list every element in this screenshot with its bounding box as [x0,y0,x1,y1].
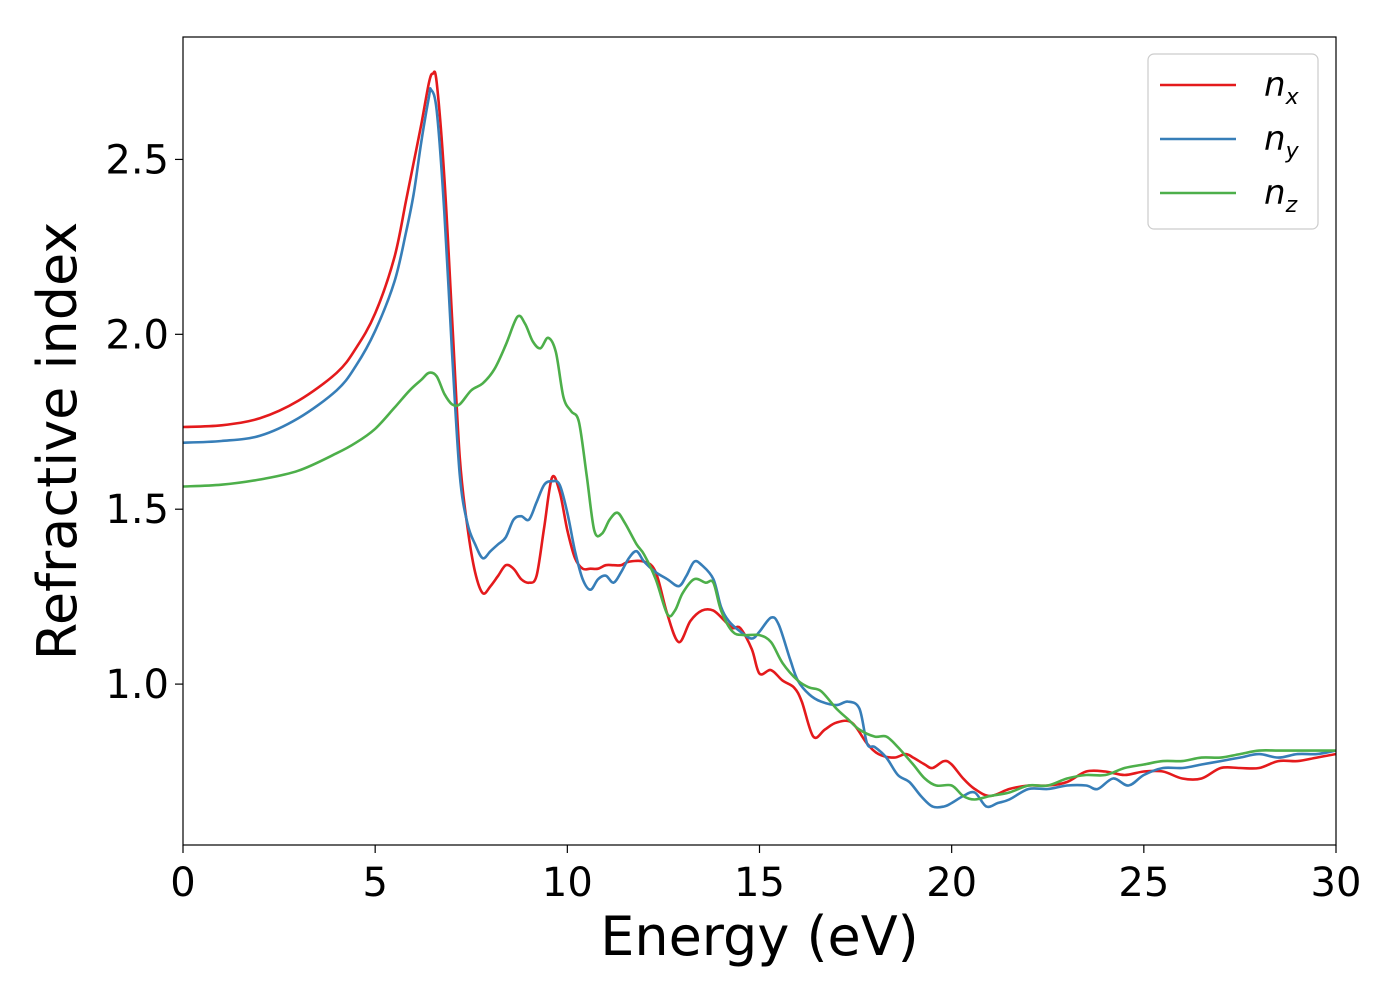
y-tick-label: 2.5 [105,137,169,183]
y-axis-label: Refractive index [26,222,89,661]
legend: nx ny nz [1147,53,1319,230]
x-axis-label: Energy (eV) [600,905,919,968]
x-tick-label: 5 [362,860,387,906]
legend-label: ny [1264,119,1300,164]
y-tick-label: 1.0 [105,662,169,708]
x-tick-label: 0 [170,860,195,906]
legend-label: nz [1264,173,1298,218]
y-axis: 1.0 1.5 2.0 2.5 [105,137,183,708]
x-tick-label: 20 [926,860,977,906]
y-tick-label: 1.5 [105,487,169,533]
series-line-n-z [183,314,1336,801]
x-tick-label: 10 [542,860,593,906]
series-line-n-y [183,87,1336,809]
x-tick-label: 30 [1311,860,1362,906]
legend-box [1147,53,1319,230]
series-layer [183,70,1336,809]
x-tick-label: 25 [1118,860,1169,906]
y-tick-label: 2.0 [105,312,169,358]
x-tick-label: 15 [734,860,785,906]
legend-label: nx [1264,65,1300,110]
x-axis: 0 5 10 15 20 25 30 [170,845,1361,906]
